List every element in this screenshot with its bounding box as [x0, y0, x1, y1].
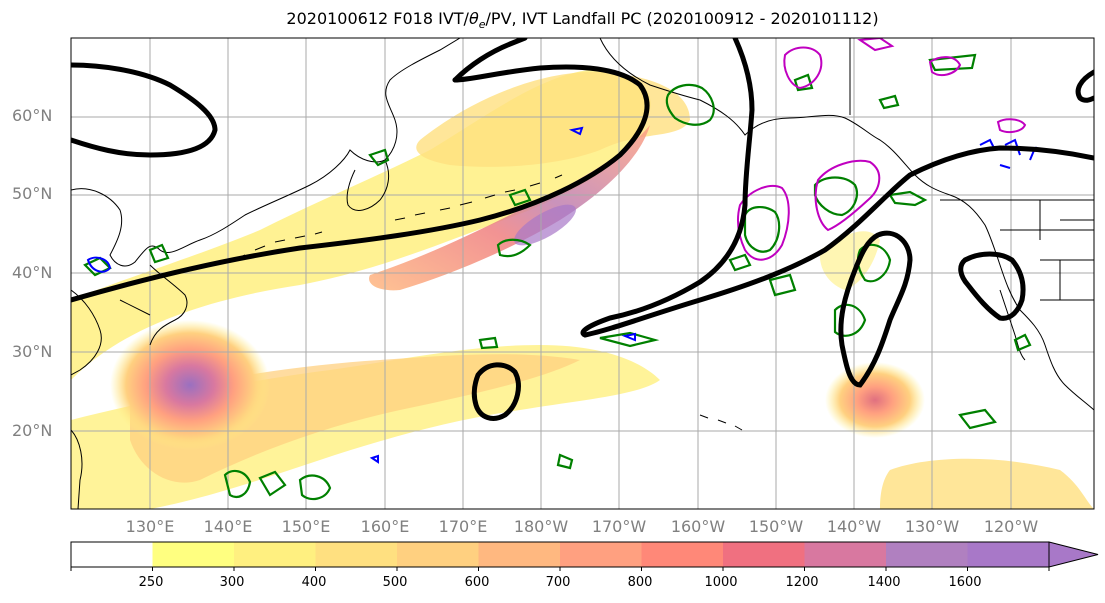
graticule [71, 38, 1094, 509]
colorbar-swatch [560, 542, 642, 567]
lon-label-160w: 160°W [670, 517, 726, 536]
theta-contour-bc-1 [813, 176, 859, 217]
magenta-contour-north-1 [783, 46, 823, 90]
coast-hawaii [699, 414, 743, 431]
lon-label-140w: 140°W [826, 517, 882, 536]
lon-label-130e: 130°E [125, 517, 175, 536]
title-theta: θ [468, 9, 479, 28]
theta-contour-bc-2 [888, 190, 928, 207]
border-canada-us [849, 38, 1094, 301]
lat-label-40n: 40°N [12, 263, 53, 282]
colorbar-swatch [315, 542, 398, 567]
coast-kamchatka [346, 159, 390, 211]
colorbar-swatch [478, 542, 561, 567]
colorbar-tick-1600: 1600 [948, 575, 982, 590]
colorbar-swatch [71, 542, 153, 567]
pv-contour-cutoff-3 [958, 251, 1026, 321]
title-theta-sub: e [478, 18, 486, 32]
theta-contour-alaska [665, 83, 715, 126]
lon-label-180w: 180°W [513, 517, 569, 536]
lon-label-150e: 150°E [281, 517, 331, 536]
blue-contour-bc [979, 138, 1037, 169]
coast-aleutians [394, 174, 563, 221]
pv-contour-northwest [71, 62, 218, 158]
coast-baja [999, 289, 1026, 361]
lon-label-170e: 170°E [438, 517, 488, 536]
colorbar-swatch [397, 542, 479, 567]
lon-label-120w: 120°W [983, 517, 1039, 536]
colorbar-tick-600: 600 [464, 575, 490, 590]
colorbar-swatch [234, 542, 316, 567]
lon-label-150w: 150°W [748, 517, 804, 536]
chart-title: 2020100612 F018 IVT/θe/PV, IVT Landfall … [0, 9, 1105, 31]
theta-contour-gulf-2 [728, 253, 797, 297]
colorbar-swatch [152, 542, 235, 567]
ivt-region-se [880, 458, 1094, 509]
pv-contour-northeast [1075, 69, 1094, 103]
lat-label-50n: 50°N [12, 184, 53, 203]
theta-contour-bering [368, 148, 532, 258]
lon-label-130w: 130°W [904, 517, 960, 536]
map-body [71, 38, 1094, 509]
colorbar-tick-300: 300 [219, 575, 245, 590]
coast-japan [119, 264, 188, 346]
colorbar-swatch [886, 542, 968, 567]
lon-label-140e: 140°E [203, 517, 253, 536]
title-suffix: /PV, IVT Landfall PC (2020100912 - 20201… [485, 9, 879, 28]
pv-contour-north [452, 38, 528, 83]
blue-contour-japan [86, 256, 112, 273]
map-frame [70, 37, 1095, 510]
pv-contour-jet [71, 64, 650, 303]
lon-label-170w: 170°W [591, 517, 647, 536]
magenta-contour-north-4 [857, 38, 895, 52]
colorbar-tick-800: 800 [627, 575, 653, 590]
colorbar-tick-700: 700 [545, 575, 571, 590]
colorbar-swatch [723, 542, 805, 567]
colorbar-swatch [804, 542, 887, 567]
magenta-contour-north-3 [996, 118, 1027, 134]
colorbar-tick-1400: 1400 [867, 575, 901, 590]
coast-asia [71, 38, 461, 267]
lat-label-30n: 30°N [12, 342, 53, 361]
ivt-region-core [369, 125, 650, 291]
colorbar-swatch [641, 542, 724, 567]
ivt-region-north-lobe [416, 71, 690, 167]
theta-contour-west-1 [223, 469, 332, 501]
ivt-typhoon-east [825, 362, 925, 438]
theta-contour-south [478, 331, 660, 470]
pv-contour-trough-east [580, 38, 1094, 338]
lat-label-60n: 60°N [12, 106, 53, 125]
magenta-contour-bc [814, 160, 881, 232]
colorbar-swatch [967, 542, 1050, 567]
magenta-contours [736, 38, 1027, 261]
lon-label-160e: 160°E [360, 517, 410, 536]
blue-contour-small [369, 126, 636, 464]
magenta-contour-north-2 [928, 56, 962, 77]
pv-contour-cutoff-2 [838, 230, 913, 388]
colorbar-tick-250: 250 [138, 575, 164, 590]
blue-contours [86, 126, 1037, 464]
pv-contour-cutoff-1 [471, 362, 521, 421]
colorbar-tick-1000: 1000 [704, 575, 738, 590]
lat-label-20n: 20°N [12, 421, 53, 440]
theta-contour-gulf [743, 206, 781, 253]
colorbar-tick-500: 500 [382, 575, 408, 590]
colorbar [70, 541, 1099, 571]
pv-contours [71, 38, 1094, 421]
colorbar-tick-1200: 1200 [785, 575, 819, 590]
theta-contour-east [958, 333, 1032, 430]
title-prefix: 2020100612 F018 IVT/ [286, 9, 469, 28]
colorbar-tick-400: 400 [301, 575, 327, 590]
colorbar-extend-arrow [1048, 541, 1099, 568]
coast-korea-china [71, 289, 102, 509]
ivt-core-max [514, 204, 576, 246]
